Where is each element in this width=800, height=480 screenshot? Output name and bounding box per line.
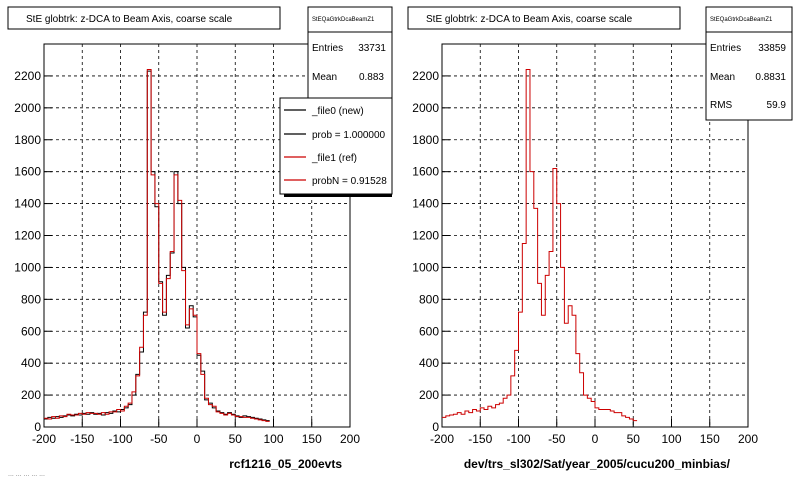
x-axis-label-left: rcf1216_05_200evts — [229, 457, 342, 471]
x-tick-label: -100 — [506, 432, 530, 446]
y-tick-label: 800 — [21, 292, 41, 306]
y-tick-label: 2000 — [14, 101, 41, 115]
stat-label-mean-left: Mean — [312, 72, 337, 83]
legend-entry-file1: _file1 (ref) — [311, 153, 357, 164]
chart-title-left: StE globtrk: z-DCA to Beam Axis, coarse … — [26, 14, 233, 25]
y-tick-label: 200 — [21, 388, 41, 402]
y-tick-label: 600 — [21, 324, 41, 338]
x-tick-label: 50 — [627, 432, 641, 446]
stat-value-mean-right: 0.8831 — [755, 72, 786, 83]
y-tick-label: 0 — [34, 420, 41, 434]
stat-value-mean-left: 0.883 — [359, 72, 384, 83]
x-tick-label: 200 — [738, 432, 758, 446]
chart-title-right: StE globtrk: z-DCA to Beam Axis, coarse … — [426, 14, 633, 25]
x-tick-label: -200 — [430, 432, 454, 446]
x-tick-label: -150 — [468, 432, 492, 446]
title-box-right — [407, 6, 681, 30]
title-box-left — [7, 6, 281, 30]
y-tick-labels-right: 0 200 400 600 800 1000 1200 1400 1600 1800 2000 220… — [412, 69, 439, 434]
legend-entry-file0: _file0 (new) — [311, 106, 364, 117]
y-tick-labels-left: 0 200 400 600 800 1000 1200 1400 1600 1800 2000 220… — [14, 69, 41, 434]
y-tick-label: 200 — [419, 388, 439, 402]
y-tick-label: 400 — [419, 356, 439, 370]
stat-value-rms-right: 59.9 — [767, 100, 787, 111]
y-tick-label: 1000 — [412, 260, 439, 274]
x-tick-label: 0 — [194, 432, 201, 446]
x-tick-labels-left: -200 -150 -100 -50 0 50 100 150 200 — [32, 432, 360, 446]
x-axis-label-right: dev/trs_sl302/Sat/year_2005/cucu200_minb… — [464, 457, 731, 471]
y-tick-label: 2200 — [14, 69, 41, 83]
y-tick-label: 800 — [419, 292, 439, 306]
legend-entry-probN: probN = 0.91528 — [312, 176, 387, 187]
stats-name-left: StEQaGtrkDcaBeamZ1 — [312, 17, 375, 23]
y-tick-label: 2000 — [412, 101, 439, 115]
x-tick-label: 0 — [592, 432, 599, 446]
panel-left: 0200400600800100012001400160018002000220… — [7, 6, 393, 471]
y-tick-label: 1400 — [412, 197, 439, 211]
y-tick-label: 1600 — [14, 165, 41, 179]
x-tick-label: 100 — [661, 432, 681, 446]
x-tick-label: 150 — [700, 432, 720, 446]
y-tick-label: 1800 — [14, 133, 41, 147]
y-tick-label: 1800 — [412, 133, 439, 147]
histograms-right — [442, 69, 638, 422]
x-tick-label: 50 — [229, 432, 243, 446]
stats-box-right — [705, 6, 793, 121]
x-tick-label: -100 — [108, 432, 132, 446]
y-tick-label: 1000 — [14, 260, 41, 274]
x-tick-label: 150 — [302, 432, 322, 446]
legend-box — [279, 97, 393, 195]
x-tick-label: 200 — [340, 432, 360, 446]
x-tick-labels-right: -200 -150 -100 -50 0 50 100 150 200 — [430, 432, 758, 446]
x-tick-label: 100 — [263, 432, 283, 446]
stat-label-rms-right: RMS — [710, 100, 733, 111]
legend-entry-prob: prob = 1.000000 — [312, 130, 386, 141]
stat-value-entries-right: 33859 — [758, 43, 786, 54]
x-tick-label: -50 — [548, 432, 566, 446]
x-tick-label: -50 — [150, 432, 168, 446]
x-tick-label: -200 — [32, 432, 56, 446]
stat-label-mean-right: Mean — [710, 72, 735, 83]
stat-label-entries-left: Entries — [312, 43, 343, 54]
histograms-left — [44, 69, 270, 422]
stats-box-left — [307, 6, 393, 103]
y-tick-label: 1400 — [14, 197, 41, 211]
y-tick-label: 1200 — [14, 229, 41, 243]
y-tick-label: 1200 — [412, 229, 439, 243]
histogram-series-0 — [442, 69, 638, 422]
y-tick-label: 2200 — [412, 69, 439, 83]
y-tick-label: 600 — [419, 324, 439, 338]
grid-right — [441, 44, 749, 428]
y-tick-label: 400 — [21, 356, 41, 370]
footer-text: ... ... ... ... ... — [8, 471, 45, 478]
panel-right: 0200400600800100012001400160018002000220… — [407, 6, 793, 471]
y-tick-label: 1600 — [412, 165, 439, 179]
y-tick-label: 0 — [432, 420, 439, 434]
stat-label-entries-right: Entries — [710, 43, 741, 54]
stat-value-entries-left: 33731 — [358, 43, 386, 54]
stats-name-right: StEQaGtrkDcaBeamZ1 — [710, 17, 773, 23]
histogram-series-1 — [44, 69, 270, 422]
x-tick-label: -150 — [70, 432, 94, 446]
